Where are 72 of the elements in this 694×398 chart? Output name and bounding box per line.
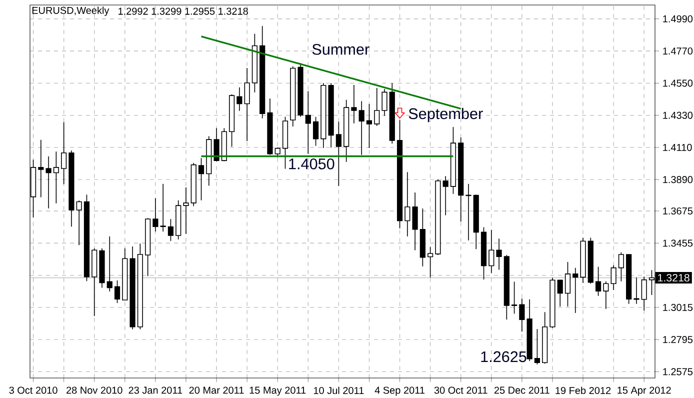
x-tick-label: 15 May 2011: [250, 386, 306, 396]
y-tick-label: 1.2795: [663, 336, 693, 344]
candlestick: [572, 267, 578, 314]
candlestick: [511, 281, 518, 314]
y-tick-label: 1.4990: [663, 15, 693, 22]
candlestick: [46, 156, 52, 209]
candlestick: [374, 88, 380, 126]
x-tick-label: 10 Jul 2011: [314, 386, 364, 394]
y-tick-label: 1.4110: [663, 144, 692, 151]
y-tick-label: 1.3455: [663, 240, 693, 247]
annotation: 1.2625: [481, 351, 526, 362]
x-tick-label: 30 Oct 2011: [434, 386, 488, 394]
candlestick: [305, 90, 311, 154]
annotation: September: [408, 108, 483, 122]
candlestick: [595, 266, 602, 296]
y-tick-label: 1.4550: [663, 80, 693, 87]
candlestick: [534, 328, 540, 365]
candlestick: [76, 200, 82, 246]
candlestick: [236, 86, 242, 112]
x-tick-label: 20 Mar 2011: [189, 386, 244, 394]
candlestick: [519, 298, 525, 332]
candlestick: [160, 183, 166, 232]
y-tick-label: 1.4770: [663, 47, 693, 55]
candlestick: [488, 229, 494, 274]
candlestick: [106, 236, 112, 292]
candlestick: [366, 104, 372, 148]
chart-title: EURUSD,Weekly: [32, 6, 110, 16]
chart-subtitle: 1.2992 1.3299 1.2955 1.3218: [118, 8, 248, 15]
candlestick: [244, 68, 250, 142]
candlestick: [114, 280, 120, 304]
candlestick: [152, 198, 158, 232]
candlestick: [312, 116, 319, 146]
annotation: 1.4050: [289, 158, 334, 170]
candlestick: [38, 139, 44, 198]
candlestick: [168, 218, 174, 242]
candlestick: [61, 122, 67, 185]
candlestick: [603, 281, 609, 310]
candlestick: [428, 246, 434, 278]
candlestick: [442, 176, 448, 216]
candlestick: [641, 276, 647, 311]
ref-line-label: 1.3218: [658, 274, 690, 282]
x-tick-label: 19 Feb 2012: [556, 386, 611, 394]
y-tick-label: 1.4330: [663, 112, 693, 119]
candlestick: [496, 238, 502, 270]
x-tick-label: 25 Dec 2011: [494, 386, 550, 394]
x-tick-label: 28 Nov 2010: [66, 386, 122, 394]
x-tick-label: 4 Sep 2011: [374, 386, 424, 396]
candlestick: [564, 262, 571, 307]
candlestick: [274, 147, 280, 158]
candlestick: [336, 121, 342, 186]
annotation: Summer: [312, 44, 370, 55]
candlestick: [382, 88, 388, 116]
candlestick: [351, 84, 357, 124]
y-tick-label: 1.2575: [663, 368, 693, 376]
candlestick: [358, 100, 364, 156]
candlestick: [412, 192, 418, 251]
candlestick: [610, 264, 616, 290]
candlestick: [198, 158, 204, 201]
candlestick: [634, 277, 640, 304]
candlestick: [183, 186, 189, 234]
y-tick-label: 1.3890: [663, 176, 693, 184]
y-tick-label: 1.3015: [663, 304, 693, 311]
y-tick-label: 1.3675: [663, 207, 693, 215]
candlestick: [557, 279, 563, 307]
candlestick: [466, 183, 472, 241]
candlestick: [53, 151, 59, 204]
x-tick-label: 3 Oct 2010: [9, 386, 58, 394]
x-tick-label: 23 Jan 2011: [128, 386, 182, 394]
candlestick: [618, 252, 624, 282]
candlestick: [214, 128, 220, 162]
x-tick-label: 15 Apr 2012: [618, 386, 671, 396]
candlestick: [404, 172, 410, 237]
